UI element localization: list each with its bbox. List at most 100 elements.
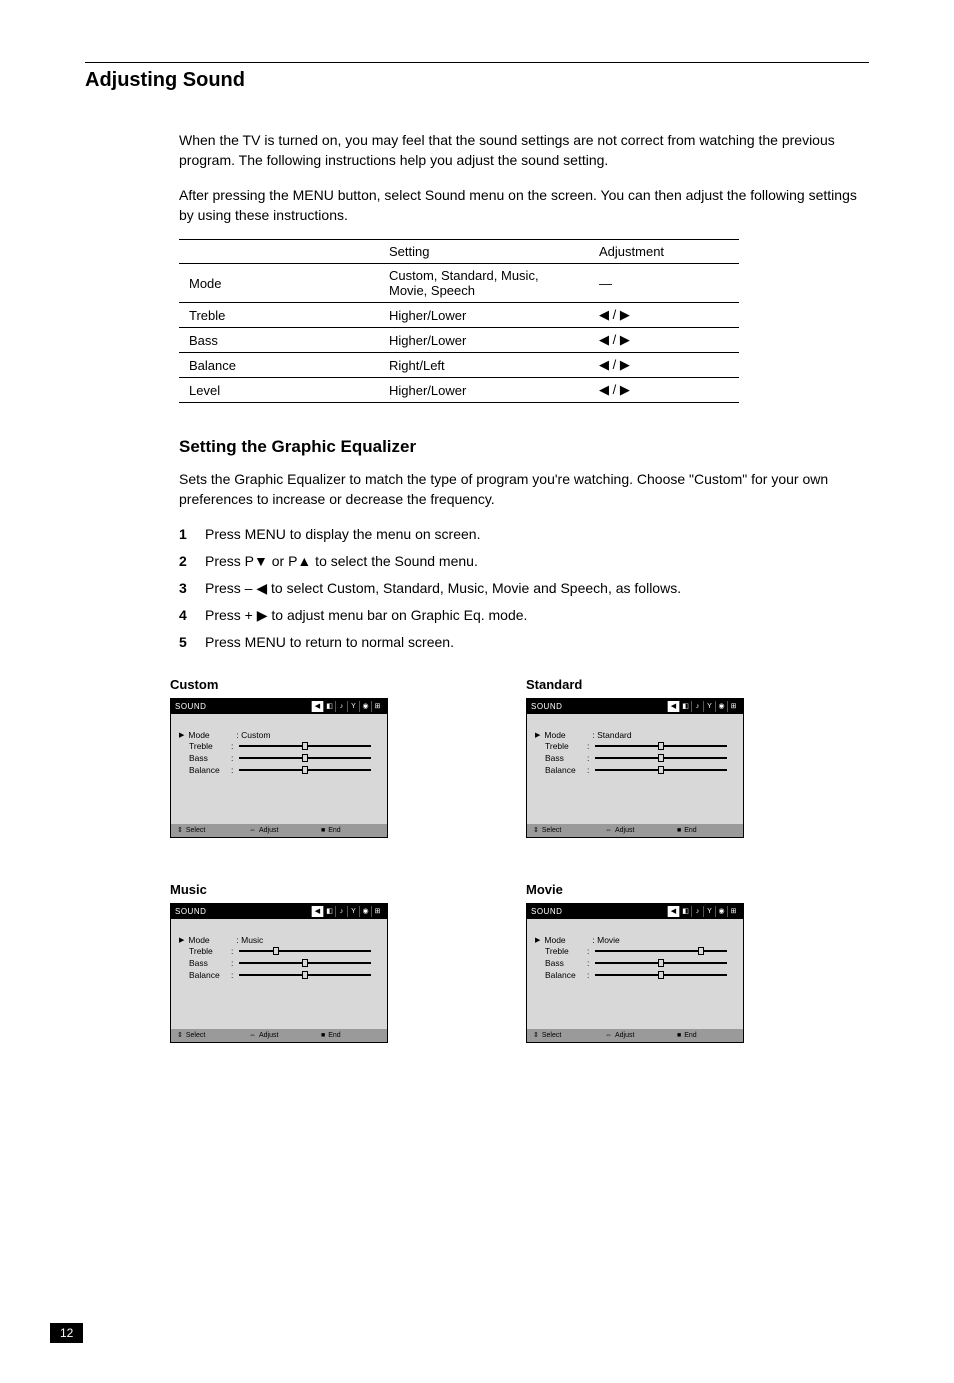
eq-mode-label: Mode: [188, 935, 232, 945]
slider-knob: [658, 742, 664, 750]
table-head-adjustment: Adjustment: [589, 240, 739, 264]
eq-bottom-select: ⇕Select: [527, 1031, 599, 1039]
eq-tab-icon: ♪: [691, 906, 703, 917]
intro-paragraph-1: When the TV is turned on, you may feel t…: [85, 130, 869, 171]
eq-tab-icon: ◧: [323, 701, 335, 712]
slider-knob: [302, 766, 308, 774]
table-row: BassHigher/Lower◀ / ▶: [179, 328, 739, 353]
eq-bottom-end: ■End: [671, 1032, 743, 1039]
eq-bass-slider: [595, 757, 727, 759]
eq-balance-slider: [595, 769, 727, 771]
eq-mode-value: : Music: [236, 935, 263, 945]
eq-treble-label: Treble: [535, 946, 587, 956]
eq-panel-body: ▶Mode: StandardTreble:Bass:Balance:: [527, 714, 743, 776]
updown-icon: ⇕: [533, 826, 539, 834]
eq-bottom-end: ■End: [671, 827, 743, 834]
eq-icon-strip: ◀◧♪Y◉⊞: [667, 701, 739, 712]
updown-icon: ⇕: [177, 1031, 183, 1039]
pointer-icon: ▶: [535, 936, 540, 944]
step-number: 4: [179, 605, 205, 626]
eq-bass-slider: [239, 757, 371, 759]
step-number: 2: [179, 551, 205, 572]
eq-tab-icon: ◀: [311, 906, 323, 917]
eq-balance: Balance:: [179, 765, 379, 776]
eq-bottombar: ⇕Select⇔Adjust■End: [527, 1029, 743, 1042]
slider-knob: [658, 959, 664, 967]
eq-mode-label: Mode: [188, 730, 232, 740]
table-row: ModeCustom, Standard, Music, Movie, Spee…: [179, 264, 739, 303]
slider-knob: [302, 959, 308, 967]
eq-card: StandardSOUND◀◧♪Y◉⊞▶Mode: StandardTreble…: [526, 677, 744, 838]
leftright-icon: ⇔: [605, 1032, 612, 1039]
pointer-icon: ▶: [179, 936, 184, 944]
table-body: ModeCustom, Standard, Music, Movie, Spee…: [179, 264, 739, 403]
step-text: Press + ▶ to adjust menu bar on Graphic …: [205, 605, 859, 626]
eq-balance: Balance:: [535, 970, 735, 981]
eq-card-label: Music: [170, 882, 388, 897]
leftright-icon: ⇔: [249, 827, 256, 834]
slider-knob: [302, 742, 308, 750]
sound-settings-table: Setting Adjustment ModeCustom, Standard,…: [179, 239, 739, 403]
eq-tab-icon: ◧: [679, 701, 691, 712]
eq-bottombar: ⇕Select⇔Adjust■End: [527, 824, 743, 837]
eq-balance-label: Balance: [179, 765, 231, 775]
step-number: 5: [179, 632, 205, 653]
eq-bass-label: Bass: [179, 958, 231, 968]
eq-tab-icon: ⊞: [727, 701, 739, 712]
eq-tab-icon: Y: [347, 906, 359, 917]
eq-bottombar: ⇕Select⇔Adjust■End: [171, 1029, 387, 1042]
slider-knob: [302, 971, 308, 979]
table-head-setting: Setting: [379, 240, 589, 264]
eq-mode-value: : Custom: [236, 730, 270, 740]
eq-bottom-select: ⇕Select: [171, 1031, 243, 1039]
table-row: LevelHigher/Lower◀ / ▶: [179, 378, 739, 403]
eq-panel: SOUND◀◧♪Y◉⊞▶Mode: CustomTreble:Bass:Bala…: [170, 698, 388, 838]
pointer-icon: ▶: [179, 731, 184, 739]
table-row: TrebleHigher/Lower◀ / ▶: [179, 303, 739, 328]
eq-treble-slider: [239, 950, 371, 952]
eq-mode-row: ▶ Mode : Music: [179, 935, 379, 945]
eq-panel: SOUND◀◧♪Y◉⊞▶Mode: MovieTreble:Bass:Balan…: [526, 903, 744, 1043]
pointer-icon: ▶: [535, 731, 540, 739]
eq-bass-slider: [239, 962, 371, 964]
slider-knob: [698, 947, 704, 955]
eq-tab-icon: ⊞: [371, 906, 383, 917]
eq-topbar-title: SOUND: [175, 907, 206, 916]
eq-tab-icon: ♪: [335, 906, 347, 917]
eq-topbar-title: SOUND: [175, 702, 206, 711]
eq-bottombar: ⇕Select⇔Adjust■End: [171, 824, 387, 837]
eq-topbar-title: SOUND: [531, 702, 562, 711]
eq-tab-icon: ◧: [679, 906, 691, 917]
equalizer-panel-grid: CustomSOUND◀◧♪Y◉⊞▶Mode: CustomTreble:Bas…: [85, 677, 869, 1043]
slider-knob: [658, 971, 664, 979]
eq-tab-icon: ◀: [667, 906, 679, 917]
page-number: 12: [50, 1323, 83, 1343]
eq-tab-icon: Y: [347, 701, 359, 712]
updown-icon: ⇕: [533, 1031, 539, 1039]
eq-mode-value: : Standard: [592, 730, 631, 740]
leftright-icon: ⇔: [249, 1032, 256, 1039]
eq-mode-row: ▶Mode: Movie: [535, 935, 735, 945]
stop-icon: ■: [677, 1032, 681, 1039]
slider-knob: [658, 766, 664, 774]
eq-mode-label: Mode: [544, 730, 588, 740]
eq-bass-slider: [595, 962, 727, 964]
step-text: Press – ◀ to select Custom, Standard, Mu…: [205, 578, 859, 599]
eq-treble-slider: [595, 950, 727, 952]
eq-treble-label: Treble: [535, 741, 587, 751]
eq-balance: Balance:: [179, 970, 379, 981]
eq-balance-slider: [239, 769, 371, 771]
eq-icon-strip: ◀◧♪Y◉⊞: [667, 906, 739, 917]
intro-paragraph-2: After pressing the MENU button, select S…: [85, 185, 869, 226]
eq-tab-icon: Y: [703, 701, 715, 712]
table-head-blank: [179, 240, 379, 264]
eq-tab-icon: ⊞: [371, 701, 383, 712]
eq-topbar: SOUND ◀◧♪Y◉⊞: [527, 699, 743, 714]
step-text: Press P▼ or P▲ to select the Sound menu.: [205, 551, 859, 572]
step-list: 1Press MENU to display the menu on scree…: [85, 524, 869, 653]
eq-bottom-adjust: ⇔Adjust: [243, 1032, 315, 1039]
eq-tab-icon: ◉: [359, 906, 371, 917]
eq-tab-icon: ◀: [667, 701, 679, 712]
eq-icon-strip: ◀◧♪Y◉⊞: [311, 701, 383, 712]
eq-tab-icon: ◉: [359, 701, 371, 712]
